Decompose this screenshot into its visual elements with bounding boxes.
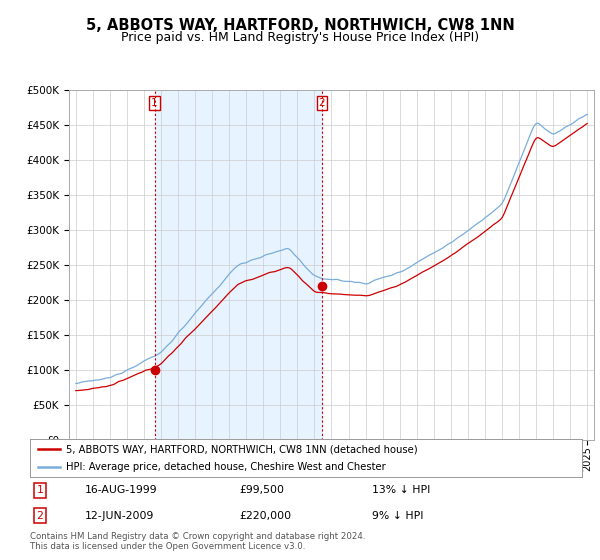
Text: 9% ↓ HPI: 9% ↓ HPI xyxy=(372,511,424,521)
Text: £220,000: £220,000 xyxy=(240,511,292,521)
Text: 13% ↓ HPI: 13% ↓ HPI xyxy=(372,486,431,496)
Text: 12-JUN-2009: 12-JUN-2009 xyxy=(85,511,155,521)
Text: 2: 2 xyxy=(319,98,325,108)
Text: Contains HM Land Registry data © Crown copyright and database right 2024.
This d: Contains HM Land Registry data © Crown c… xyxy=(30,532,365,552)
Text: 5, ABBOTS WAY, HARTFORD, NORTHWICH, CW8 1NN (detached house): 5, ABBOTS WAY, HARTFORD, NORTHWICH, CW8 … xyxy=(66,444,418,454)
Text: 1: 1 xyxy=(151,98,158,108)
Text: HPI: Average price, detached house, Cheshire West and Chester: HPI: Average price, detached house, Ches… xyxy=(66,462,386,472)
Text: 2: 2 xyxy=(37,511,43,521)
Text: 1: 1 xyxy=(37,486,43,496)
Text: 5, ABBOTS WAY, HARTFORD, NORTHWICH, CW8 1NN: 5, ABBOTS WAY, HARTFORD, NORTHWICH, CW8 … xyxy=(86,18,514,33)
Text: Price paid vs. HM Land Registry's House Price Index (HPI): Price paid vs. HM Land Registry's House … xyxy=(121,31,479,44)
Text: £99,500: £99,500 xyxy=(240,486,285,496)
Text: 16-AUG-1999: 16-AUG-1999 xyxy=(85,486,158,496)
